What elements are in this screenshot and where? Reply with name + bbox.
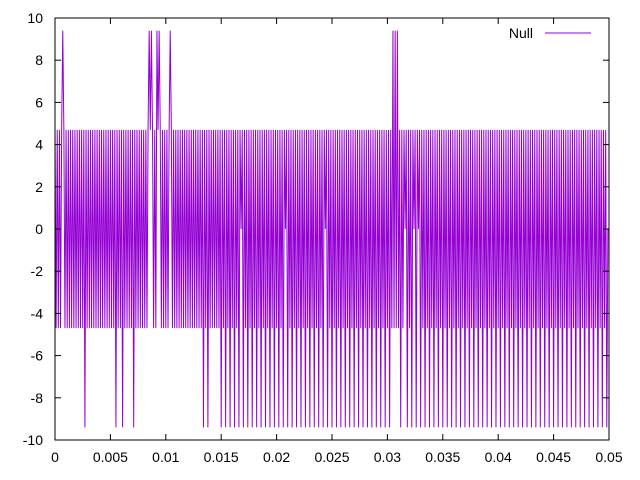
y-tick-label: 0: [35, 221, 43, 237]
y-tick-label: -8: [31, 390, 44, 406]
x-tick-label: 0: [51, 449, 59, 465]
y-tick-label: -10: [23, 432, 43, 448]
x-tick-label: 0.01: [152, 449, 179, 465]
y-tick-label: -4: [31, 305, 44, 321]
x-tick-label: 0.05: [595, 449, 622, 465]
y-tick-label: 2: [35, 179, 43, 195]
y-tick-label: -2: [31, 263, 44, 279]
y-tick-label: 4: [35, 137, 43, 153]
series-layer: [54, 30, 609, 428]
y-tick-label: 10: [27, 10, 43, 26]
y-tick-label: 6: [35, 94, 43, 110]
x-tick-label: 0.02: [263, 449, 290, 465]
x-tick-label: 0.04: [485, 449, 512, 465]
legend: Null: [509, 25, 591, 41]
x-tick-label: 0.03: [374, 449, 401, 465]
x-tick-label: 0.025: [314, 449, 349, 465]
x-tick-label: 0.035: [425, 449, 460, 465]
y-tick-label: 8: [35, 52, 43, 68]
x-axis: 0 0.005 0.01 0.015 0.02 0.025 0.03 0.035 0.04 0.0…: [51, 18, 623, 465]
series-line-null: [54, 30, 609, 428]
x-tick-label: 0.045: [536, 449, 571, 465]
y-axis: -10 -8 -6 -4 -2 0 2 4 6 8 10: [23, 10, 609, 448]
x-tick-label: 0.015: [204, 449, 239, 465]
y-tick-label: -6: [31, 348, 44, 364]
x-tick-label: 0.005: [93, 449, 128, 465]
legend-label-null: Null: [509, 25, 533, 41]
